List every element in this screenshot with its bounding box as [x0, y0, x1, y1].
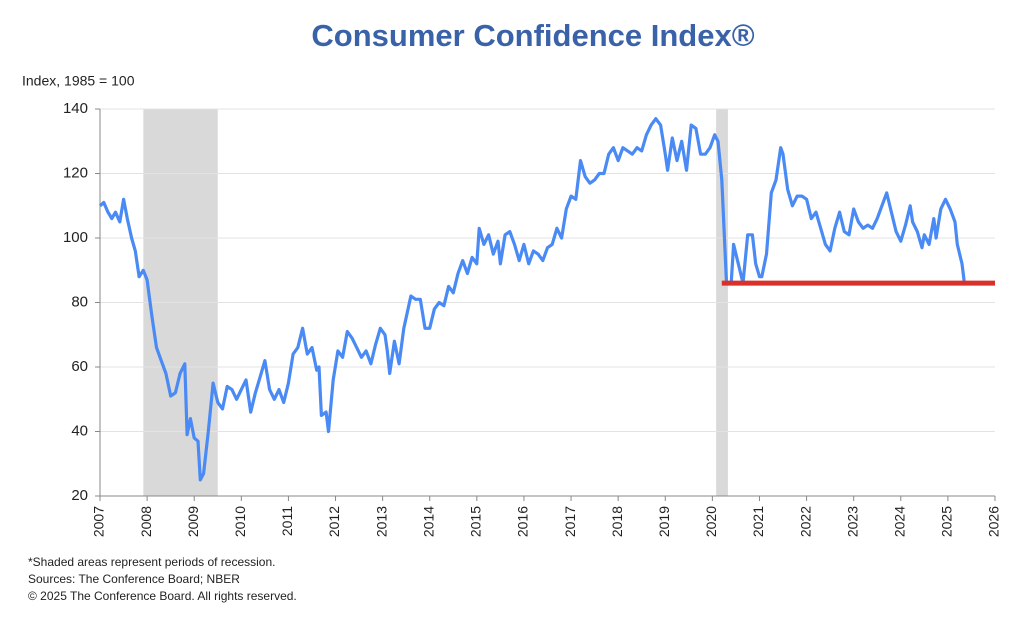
line: [98, 117, 966, 482]
x-tick-label: 2026: [986, 506, 1002, 537]
footnote: *Shaded areas represent periods of reces…: [28, 555, 275, 569]
x-tick-label: 2014: [420, 506, 436, 537]
x-tick-label: 2008: [138, 506, 154, 537]
y-tick-label: 140: [63, 100, 88, 117]
y-axis-label: Index, 1985 = 100: [22, 73, 135, 89]
footnote: © 2025 The Conference Board. All rights …: [28, 589, 297, 603]
x-tick-label: 2025: [939, 506, 955, 537]
x-tick-label: 2017: [562, 506, 578, 537]
x-tick-label: 2011: [279, 506, 295, 536]
y-tick-label: 120: [63, 164, 88, 181]
y-tick-label: 100: [63, 229, 88, 246]
x-tick-label: 2021: [750, 506, 766, 537]
x-tick-label: 2009: [185, 506, 201, 537]
x-tick-label: 2016: [515, 506, 531, 537]
footnote: Sources: The Conference Board; NBER: [28, 572, 240, 586]
x-tick-label: 2020: [703, 506, 719, 537]
x-tick-label: 2019: [656, 506, 672, 537]
x-tick-label: 2012: [326, 506, 342, 537]
x-tick-label: 2013: [373, 506, 389, 537]
x-tick-label: 2015: [468, 506, 484, 537]
x-tick-label: 2024: [891, 506, 907, 537]
x-tick-label: 2023: [844, 506, 860, 537]
y-tick-label: 40: [71, 422, 88, 439]
y-tick-label: 80: [71, 293, 88, 310]
x-tick-label: 2018: [609, 506, 625, 537]
x-tick-label: 2022: [797, 506, 813, 537]
x-tick-label: 2010: [232, 506, 248, 537]
x-tick-label: 2007: [91, 506, 107, 537]
y-tick-label: 20: [71, 487, 88, 504]
chart-title: Consumer Confidence Index®: [311, 18, 754, 53]
y-tick-label: 60: [71, 358, 88, 375]
